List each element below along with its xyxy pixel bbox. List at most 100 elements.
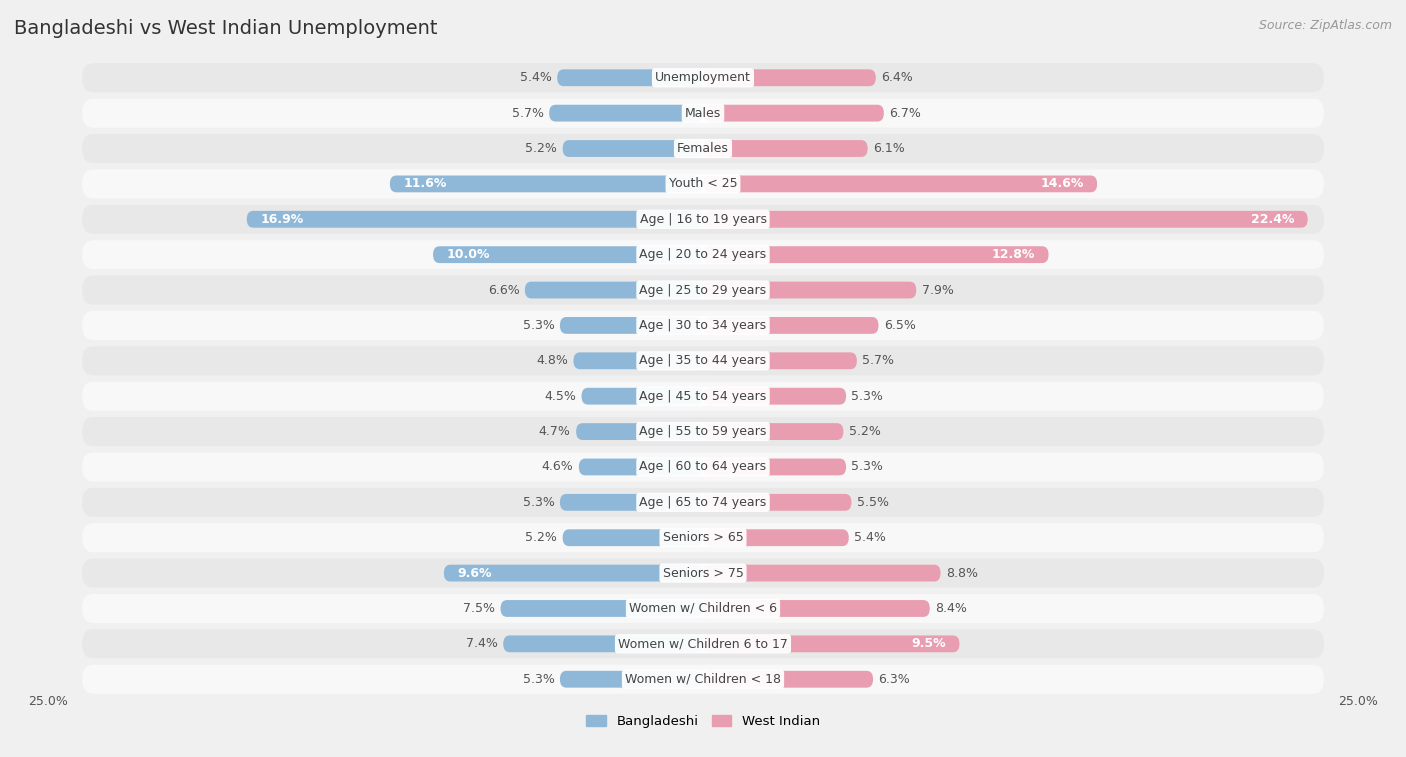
Text: Age | 20 to 24 years: Age | 20 to 24 years — [640, 248, 766, 261]
Text: 6.5%: 6.5% — [884, 319, 915, 332]
Text: Age | 55 to 59 years: Age | 55 to 59 years — [640, 425, 766, 438]
Text: Women w/ Children < 6: Women w/ Children < 6 — [628, 602, 778, 615]
Text: 5.7%: 5.7% — [512, 107, 544, 120]
Text: Bangladeshi vs West Indian Unemployment: Bangladeshi vs West Indian Unemployment — [14, 19, 437, 38]
Text: Age | 16 to 19 years: Age | 16 to 19 years — [640, 213, 766, 226]
FancyBboxPatch shape — [557, 70, 703, 86]
Text: 6.4%: 6.4% — [882, 71, 912, 84]
Text: 8.8%: 8.8% — [946, 566, 979, 580]
FancyBboxPatch shape — [703, 671, 873, 687]
FancyBboxPatch shape — [703, 459, 846, 475]
FancyBboxPatch shape — [703, 317, 879, 334]
FancyBboxPatch shape — [82, 98, 1324, 128]
Text: 9.5%: 9.5% — [911, 637, 946, 650]
Text: 4.5%: 4.5% — [544, 390, 576, 403]
Text: Age | 45 to 54 years: Age | 45 to 54 years — [640, 390, 766, 403]
FancyBboxPatch shape — [582, 388, 703, 404]
FancyBboxPatch shape — [82, 382, 1324, 411]
FancyBboxPatch shape — [82, 488, 1324, 517]
Text: 5.3%: 5.3% — [852, 460, 883, 473]
FancyBboxPatch shape — [703, 635, 959, 653]
FancyBboxPatch shape — [574, 353, 703, 369]
Text: 4.6%: 4.6% — [541, 460, 574, 473]
Text: 4.7%: 4.7% — [538, 425, 571, 438]
Text: 25.0%: 25.0% — [28, 695, 67, 708]
Text: 8.4%: 8.4% — [935, 602, 967, 615]
Text: Women w/ Children 6 to 17: Women w/ Children 6 to 17 — [619, 637, 787, 650]
Text: Source: ZipAtlas.com: Source: ZipAtlas.com — [1258, 19, 1392, 32]
FancyBboxPatch shape — [444, 565, 703, 581]
FancyBboxPatch shape — [82, 629, 1324, 659]
FancyBboxPatch shape — [82, 311, 1324, 340]
FancyBboxPatch shape — [560, 494, 703, 511]
Text: 5.3%: 5.3% — [523, 496, 554, 509]
Text: 10.0%: 10.0% — [447, 248, 491, 261]
Text: 6.6%: 6.6% — [488, 284, 519, 297]
Text: 6.1%: 6.1% — [873, 142, 905, 155]
FancyBboxPatch shape — [703, 70, 876, 86]
Text: 5.3%: 5.3% — [852, 390, 883, 403]
Text: 7.9%: 7.9% — [922, 284, 953, 297]
Text: 6.3%: 6.3% — [879, 673, 910, 686]
FancyBboxPatch shape — [82, 523, 1324, 552]
Text: 11.6%: 11.6% — [404, 177, 447, 191]
Text: 5.5%: 5.5% — [856, 496, 889, 509]
Text: 5.2%: 5.2% — [526, 142, 557, 155]
FancyBboxPatch shape — [82, 276, 1324, 304]
Text: 5.3%: 5.3% — [523, 319, 554, 332]
Text: 7.5%: 7.5% — [463, 602, 495, 615]
FancyBboxPatch shape — [703, 104, 884, 122]
FancyBboxPatch shape — [389, 176, 703, 192]
FancyBboxPatch shape — [82, 134, 1324, 163]
Text: 5.4%: 5.4% — [855, 531, 886, 544]
FancyBboxPatch shape — [82, 170, 1324, 198]
Text: Seniors > 65: Seniors > 65 — [662, 531, 744, 544]
Text: 5.2%: 5.2% — [526, 531, 557, 544]
FancyBboxPatch shape — [703, 388, 846, 404]
Text: 14.6%: 14.6% — [1040, 177, 1084, 191]
FancyBboxPatch shape — [82, 417, 1324, 446]
FancyBboxPatch shape — [576, 423, 703, 440]
Text: Age | 35 to 44 years: Age | 35 to 44 years — [640, 354, 766, 367]
Text: Seniors > 75: Seniors > 75 — [662, 566, 744, 580]
FancyBboxPatch shape — [562, 140, 703, 157]
Text: 4.8%: 4.8% — [536, 354, 568, 367]
Text: 12.8%: 12.8% — [991, 248, 1035, 261]
FancyBboxPatch shape — [503, 635, 703, 653]
Legend: Bangladeshi, West Indian: Bangladeshi, West Indian — [581, 709, 825, 734]
FancyBboxPatch shape — [703, 529, 849, 546]
Text: 22.4%: 22.4% — [1251, 213, 1294, 226]
Text: Age | 30 to 34 years: Age | 30 to 34 years — [640, 319, 766, 332]
FancyBboxPatch shape — [703, 353, 856, 369]
Text: 25.0%: 25.0% — [1339, 695, 1378, 708]
Text: 6.7%: 6.7% — [889, 107, 921, 120]
FancyBboxPatch shape — [560, 317, 703, 334]
Text: 5.4%: 5.4% — [520, 71, 551, 84]
FancyBboxPatch shape — [703, 176, 1097, 192]
Text: Age | 60 to 64 years: Age | 60 to 64 years — [640, 460, 766, 473]
Text: 7.4%: 7.4% — [465, 637, 498, 650]
Text: Females: Females — [678, 142, 728, 155]
Text: Women w/ Children < 18: Women w/ Children < 18 — [626, 673, 780, 686]
FancyBboxPatch shape — [82, 64, 1324, 92]
FancyBboxPatch shape — [703, 565, 941, 581]
FancyBboxPatch shape — [560, 671, 703, 687]
Text: 5.7%: 5.7% — [862, 354, 894, 367]
FancyBboxPatch shape — [562, 529, 703, 546]
FancyBboxPatch shape — [579, 459, 703, 475]
FancyBboxPatch shape — [82, 559, 1324, 587]
FancyBboxPatch shape — [82, 240, 1324, 269]
FancyBboxPatch shape — [703, 494, 852, 511]
FancyBboxPatch shape — [703, 423, 844, 440]
FancyBboxPatch shape — [82, 205, 1324, 234]
FancyBboxPatch shape — [703, 282, 917, 298]
Text: 9.6%: 9.6% — [457, 566, 492, 580]
FancyBboxPatch shape — [82, 346, 1324, 375]
Text: 5.3%: 5.3% — [523, 673, 554, 686]
FancyBboxPatch shape — [703, 246, 1049, 263]
FancyBboxPatch shape — [501, 600, 703, 617]
Text: Youth < 25: Youth < 25 — [669, 177, 737, 191]
FancyBboxPatch shape — [82, 594, 1324, 623]
Text: 16.9%: 16.9% — [260, 213, 304, 226]
Text: Unemployment: Unemployment — [655, 71, 751, 84]
